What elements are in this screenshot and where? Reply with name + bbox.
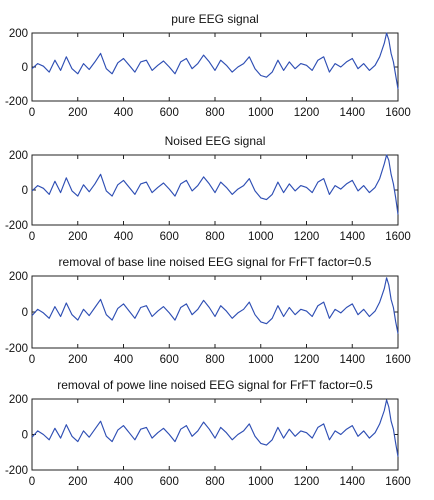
eeg-panel-4: removal of powe line noised EEG signal f… [5, 378, 411, 488]
x-tick-label: 800 [205, 476, 224, 488]
y-tick-label: 200 [9, 150, 28, 162]
eeg-signal-line [31, 399, 399, 457]
eeg-signal-line [31, 277, 399, 334]
y-tick-label: -200 [5, 343, 28, 355]
x-tick-label: 200 [68, 231, 87, 243]
x-tick-label: 0 [29, 107, 35, 119]
y-tick-label: -200 [5, 96, 28, 108]
x-tick-label: 1400 [339, 354, 365, 366]
x-tick-label: 1400 [339, 476, 365, 488]
eeg-panel-1: pure EEG signal 0 200 400 600 800 1000 1200 1400… [5, 12, 411, 119]
x-tick-label: 1400 [339, 231, 365, 243]
x-tick-label: 400 [114, 476, 133, 488]
y-tick-label: -200 [5, 220, 28, 232]
x-tick-label: 1200 [294, 231, 320, 243]
eeg-signal-line [31, 32, 399, 90]
x-tick-label: 600 [160, 231, 179, 243]
x-tick-label: 1000 [248, 476, 274, 488]
x-tick-label: 400 [114, 354, 133, 366]
x-tick-label: 1600 [385, 107, 411, 119]
x-tick-label: 1200 [294, 107, 320, 119]
x-tick-label: 1200 [294, 476, 320, 488]
eeg-panel-2: Noised EEG signal 0 200 400 600 800 1000 1200 14… [5, 134, 411, 243]
y-tick-label: 200 [9, 28, 28, 40]
x-tick-label: 1000 [248, 231, 274, 243]
plot-title: removal of powe line noised EEG signal f… [57, 378, 373, 392]
eeg-panel-3: removal of base line noised EEG signal f… [5, 255, 411, 366]
x-tick-label: 1400 [339, 107, 365, 119]
x-tick-label: 1600 [385, 354, 411, 366]
y-tick-label: 200 [9, 271, 28, 283]
x-tick-label: 600 [160, 354, 179, 366]
y-tick-label: 0 [22, 62, 28, 74]
y-tick-label: 0 [22, 430, 28, 442]
plot-title: removal of base line noised EEG signal f… [59, 255, 372, 269]
x-tick-label: 400 [114, 231, 133, 243]
y-tick-label: 200 [9, 394, 28, 406]
axes-box [31, 32, 399, 102]
plot-title: pure EEG signal [171, 12, 258, 26]
y-tick-label: -200 [5, 465, 28, 477]
x-tick-label: 800 [205, 354, 224, 366]
x-tick-label: 600 [160, 107, 179, 119]
x-tick-label: 1600 [385, 476, 411, 488]
x-tick-label: 1000 [248, 107, 274, 119]
x-tick-label: 0 [29, 476, 35, 488]
y-tick-label: 0 [22, 307, 28, 319]
x-tick-label: 600 [160, 476, 179, 488]
x-tick-label: 800 [205, 231, 224, 243]
x-tick-label: 1600 [385, 231, 411, 243]
x-tick-label: 0 [29, 354, 35, 366]
y-tick-label: 0 [22, 185, 28, 197]
x-tick-label: 400 [114, 107, 133, 119]
axes-box [31, 154, 399, 226]
x-tick-label: 800 [205, 107, 224, 119]
x-tick-label: 200 [68, 476, 87, 488]
x-tick-label: 0 [29, 231, 35, 243]
x-tick-label: 200 [68, 107, 87, 119]
x-tick-label: 200 [68, 354, 87, 366]
plot-title: Noised EEG signal [165, 134, 266, 148]
axes-box [31, 275, 399, 349]
x-tick-label: 1000 [248, 354, 274, 366]
eeg-signal-line [31, 154, 399, 215]
x-tick-label: 1200 [294, 354, 320, 366]
